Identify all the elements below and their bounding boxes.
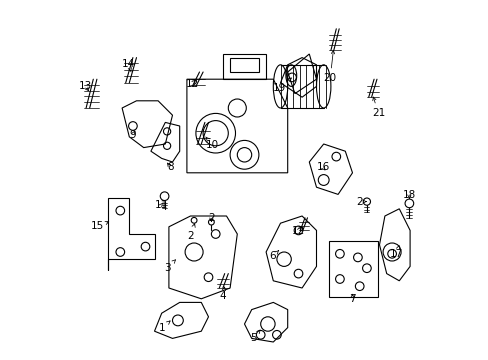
- Text: 18: 18: [402, 190, 415, 200]
- Text: 21: 21: [371, 97, 384, 118]
- Text: 20: 20: [323, 50, 336, 84]
- Text: 19: 19: [273, 78, 291, 93]
- Text: 17: 17: [389, 246, 402, 259]
- Text: 10: 10: [205, 137, 219, 150]
- Circle shape: [160, 192, 168, 201]
- Circle shape: [404, 199, 413, 208]
- Text: 12: 12: [291, 226, 305, 236]
- Text: 5: 5: [250, 330, 260, 343]
- Text: 11: 11: [154, 200, 167, 210]
- Text: 1: 1: [158, 321, 170, 333]
- Text: 3: 3: [163, 260, 175, 273]
- Text: 6: 6: [269, 251, 278, 261]
- Text: 16: 16: [316, 162, 329, 172]
- Text: 15: 15: [91, 221, 108, 231]
- Text: 8: 8: [167, 162, 174, 172]
- Text: 2: 2: [356, 197, 366, 207]
- Text: 2: 2: [187, 224, 195, 241]
- Circle shape: [363, 198, 370, 205]
- Text: 9: 9: [129, 130, 136, 140]
- Circle shape: [208, 219, 214, 225]
- Text: 14: 14: [122, 59, 135, 72]
- Text: 12: 12: [185, 78, 199, 89]
- Text: 2: 2: [207, 213, 214, 223]
- Text: 7: 7: [348, 294, 355, 304]
- Text: 4: 4: [219, 287, 226, 301]
- Circle shape: [191, 217, 197, 223]
- Text: 13: 13: [79, 81, 92, 91]
- Bar: [328, 241, 377, 297]
